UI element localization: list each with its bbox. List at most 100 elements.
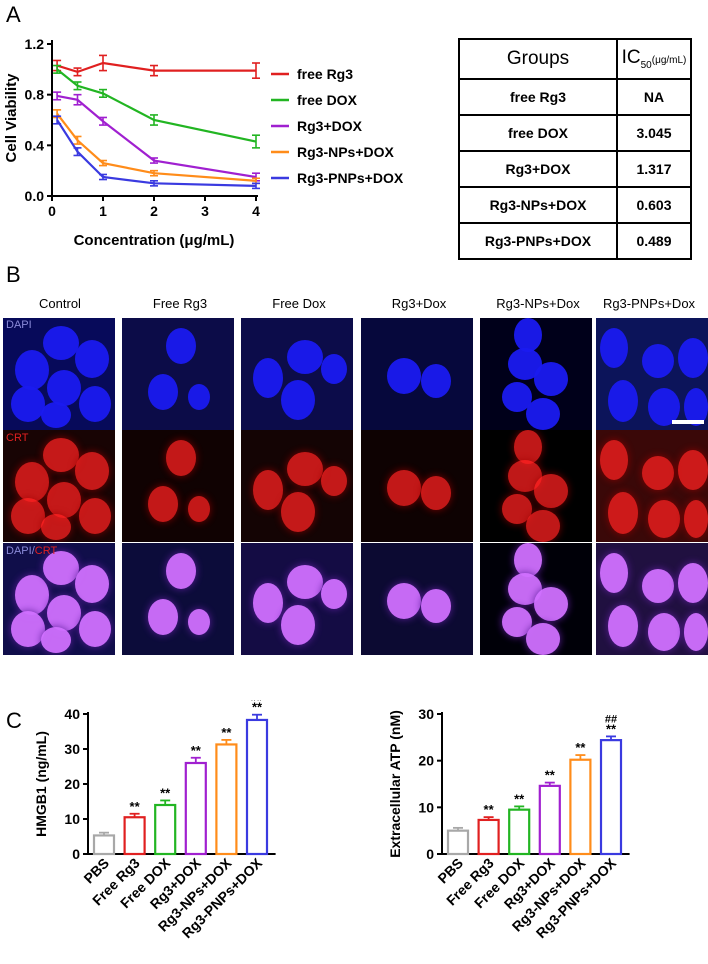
micrograph-tile	[596, 430, 708, 542]
legend-label: Rg3-NPs+DOX	[297, 144, 395, 160]
cell-nucleus	[41, 514, 71, 540]
cell-nucleus	[421, 364, 451, 398]
cell-nucleus	[287, 340, 323, 374]
cell-nucleus	[387, 583, 421, 619]
micro-col-title: Free Rg3	[152, 296, 208, 311]
cell-nucleus	[47, 370, 81, 406]
y-tick-label: 0.4	[25, 137, 45, 153]
table-cell-value: 3.045	[616, 114, 692, 152]
significance-label: **	[545, 768, 556, 783]
bar	[184, 761, 207, 856]
micrograph-tile	[122, 318, 234, 430]
cell-viability-line-chart: 0.0 0.4 0.8 1.2 0 1 2 3 4 Concentration (μg/mL) Ce…	[3, 36, 404, 249]
cell-nucleus	[75, 452, 109, 490]
cell-nucleus	[166, 553, 196, 589]
cell-nucleus	[188, 609, 210, 635]
y-tick-label: 10	[418, 799, 434, 815]
cell-nucleus	[75, 565, 109, 603]
y-tick-label: 0	[72, 846, 80, 862]
table-cell-group: free DOX	[458, 114, 618, 152]
cell-nucleus	[43, 326, 79, 360]
table-header-groups: Groups	[458, 38, 618, 80]
cell-nucleus	[387, 470, 421, 506]
cell-nucleus	[79, 611, 111, 647]
cell-nucleus	[421, 476, 451, 510]
y-tick-label: 20	[64, 776, 80, 792]
significance-label: **	[130, 799, 141, 814]
cell-nucleus	[514, 318, 542, 352]
cell-nucleus	[43, 551, 79, 585]
x-tick-label: 4	[252, 203, 260, 219]
y-tick-label: 10	[64, 811, 80, 827]
cell-nucleus	[608, 605, 638, 647]
table-row: Rg3-PNPs+DOX 0.489	[458, 222, 692, 260]
cell-nucleus	[188, 496, 210, 522]
channel-label-part: CRT	[6, 432, 29, 444]
cell-nucleus	[648, 388, 680, 426]
cell-nucleus	[526, 510, 560, 542]
micrograph-tile	[122, 430, 234, 542]
cell-nucleus	[281, 380, 315, 420]
cell-nucleus	[514, 543, 542, 577]
cell-nucleus	[321, 354, 347, 384]
significance-label: **	[191, 743, 202, 758]
cell-nucleus	[678, 338, 708, 378]
micro-col-title: Control	[39, 296, 81, 311]
cell-nucleus	[684, 388, 708, 426]
significance-label: **	[221, 725, 232, 740]
micrograph-tile	[3, 543, 115, 655]
cell-nucleus	[148, 486, 178, 522]
cell-nucleus	[166, 328, 196, 364]
legend-label: free Rg3	[297, 66, 353, 82]
cell-nucleus	[321, 579, 347, 609]
micrograph-tile	[361, 318, 473, 430]
significance-label: **	[160, 785, 171, 800]
scale-bar	[672, 420, 704, 424]
channel-label-part: DAPI	[6, 545, 32, 557]
table-header-ic50: IC50(μg/mL)	[616, 38, 692, 80]
cell-nucleus	[678, 450, 708, 490]
cell-nucleus	[79, 498, 111, 534]
cell-nucleus	[148, 374, 178, 410]
micrograph-tile	[3, 430, 115, 542]
bar	[154, 803, 177, 856]
cell-nucleus	[11, 611, 45, 647]
cell-nucleus	[148, 599, 178, 635]
cell-nucleus	[526, 398, 560, 430]
y-axis-label: Cell Viability	[3, 73, 20, 163]
table-row: free Rg3 NA	[458, 78, 692, 116]
cell-nucleus	[253, 358, 283, 398]
y-tick-label: 0	[426, 846, 434, 862]
panel-letter-c: C	[6, 708, 22, 733]
cell-nucleus	[47, 595, 81, 631]
bar	[538, 784, 561, 856]
cell-nucleus	[526, 623, 560, 655]
cell-nucleus	[321, 466, 347, 496]
cell-nucleus	[281, 492, 315, 532]
significance-label: **	[252, 700, 263, 715]
micrograph-tile	[361, 430, 473, 542]
bar	[569, 758, 592, 856]
cell-nucleus	[678, 563, 708, 603]
significance-label: **	[514, 791, 525, 806]
cell-nucleus	[600, 328, 628, 368]
cell-nucleus	[684, 613, 708, 651]
micrograph-tile	[241, 430, 353, 542]
micro-col-title: Rg3-NPs+Dox	[496, 296, 580, 311]
cell-nucleus	[188, 384, 210, 410]
bar	[215, 743, 238, 856]
cell-nucleus	[15, 575, 49, 615]
cell-nucleus	[600, 553, 628, 593]
ic50-table: Groups IC50(μg/mL) free Rg3 NA free DOX 3.…	[458, 38, 692, 260]
channel-label: CRT	[6, 432, 28, 444]
x-tick-label: 3	[201, 203, 209, 219]
cell-nucleus	[15, 462, 49, 502]
panel-letter-b: B	[6, 262, 21, 287]
series-line	[56, 94, 257, 179]
micrograph-tile	[241, 543, 353, 655]
channel-label-part: /	[31, 545, 35, 557]
table-cell-group: Rg3+DOX	[458, 150, 618, 188]
legend-label: Rg3-PNPs+DOX	[297, 170, 404, 186]
y-tick-label: 20	[418, 753, 434, 769]
cell-nucleus	[642, 344, 674, 378]
